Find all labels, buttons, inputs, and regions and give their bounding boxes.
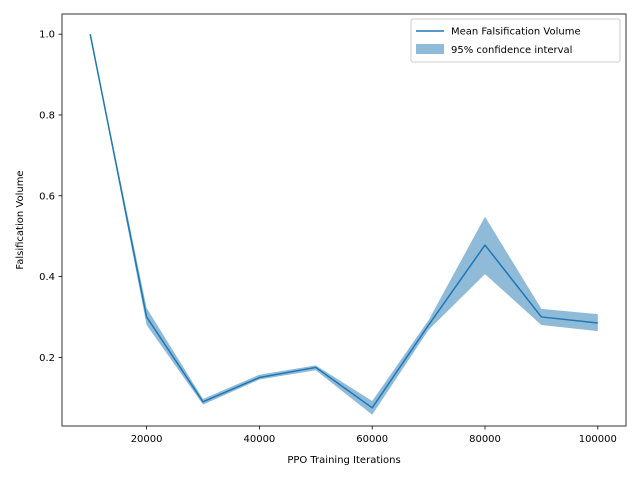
x-tick-label: 40000 bbox=[243, 434, 275, 445]
axes-frame bbox=[61, 13, 627, 427]
y-tick-label: 0.6 bbox=[39, 191, 55, 202]
legend-entry-mean: Mean Falsification Volume bbox=[451, 27, 581, 38]
y-axis-ticks: 0.2 0.4 0.6 0.8 1.0 bbox=[39, 30, 62, 364]
legend-box bbox=[410, 18, 621, 63]
legend-entry-ci: 95% confidence interval bbox=[451, 45, 572, 56]
x-axis-label: PPO Training Iterations bbox=[287, 455, 400, 466]
y-tick-label: 1.0 bbox=[39, 30, 55, 41]
plot-area bbox=[89, 34, 598, 415]
legend: Mean Falsification Volume 95% confidence… bbox=[410, 18, 621, 63]
y-axis-label: Falsification Volume bbox=[15, 170, 26, 269]
confidence-interval-band bbox=[90, 34, 598, 415]
x-axis-ticks: 20000 40000 60000 80000 100000 bbox=[131, 426, 617, 445]
x-tick-label: 80000 bbox=[469, 434, 501, 445]
x-tick-label: 20000 bbox=[131, 434, 163, 445]
x-tick-label: 100000 bbox=[579, 434, 617, 445]
y-tick-label: 0.2 bbox=[39, 353, 55, 364]
legend-ci-swatch bbox=[416, 44, 444, 54]
mean-falsification-line bbox=[89, 34, 598, 409]
x-tick-label: 60000 bbox=[356, 434, 388, 445]
y-tick-label: 0.8 bbox=[39, 110, 55, 121]
y-tick-label: 0.4 bbox=[39, 272, 55, 283]
